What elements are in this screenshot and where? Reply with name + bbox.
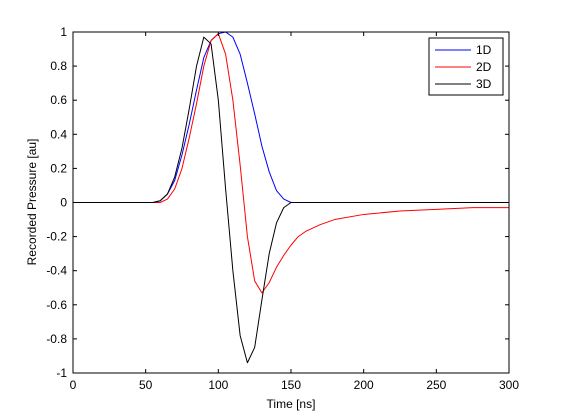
series-layer <box>73 32 509 364</box>
y-tick-label: 0.6 <box>50 93 67 107</box>
y-tick-label: -1 <box>56 366 67 380</box>
y-tick-label: 0.2 <box>50 161 67 175</box>
x-tick-label: 100 <box>208 378 228 392</box>
legend-label-2d: 2D <box>476 60 492 74</box>
y-axis-label: Recorded Pressure [au] <box>25 139 39 266</box>
legend-label-3d: 3D <box>476 77 492 91</box>
legend: 1D 2D 3D <box>428 37 504 96</box>
x-tick-label: 50 <box>139 378 153 392</box>
y-tick-label: 1 <box>60 25 67 39</box>
x-axis-label: Time [ns] <box>267 397 316 411</box>
legend-label-1d: 1D <box>476 43 492 57</box>
y-tick-label: 0.4 <box>50 127 67 141</box>
y-tick-label: 0 <box>60 196 67 210</box>
x-tick-label: 150 <box>281 378 301 392</box>
y-tick-label: -0.4 <box>46 264 67 278</box>
y-tick-label: -0.6 <box>46 298 67 312</box>
ticks-layer: 0 50 100 150 200 250 300 -1 -0.8 -0.6 -0.4 -0.2 0 0.2… <box>46 25 519 392</box>
x-tick-label: 0 <box>70 378 77 392</box>
y-tick-label: -0.8 <box>46 332 67 346</box>
x-tick-label: 200 <box>354 378 374 392</box>
y-tick-label: -0.2 <box>46 230 67 244</box>
y-tick-label: 0.8 <box>50 59 67 73</box>
x-tick-label: 300 <box>499 378 519 392</box>
series-line-2d <box>73 33 509 294</box>
x-tick-label: 250 <box>426 378 446 392</box>
series-line-3d <box>73 36 509 364</box>
